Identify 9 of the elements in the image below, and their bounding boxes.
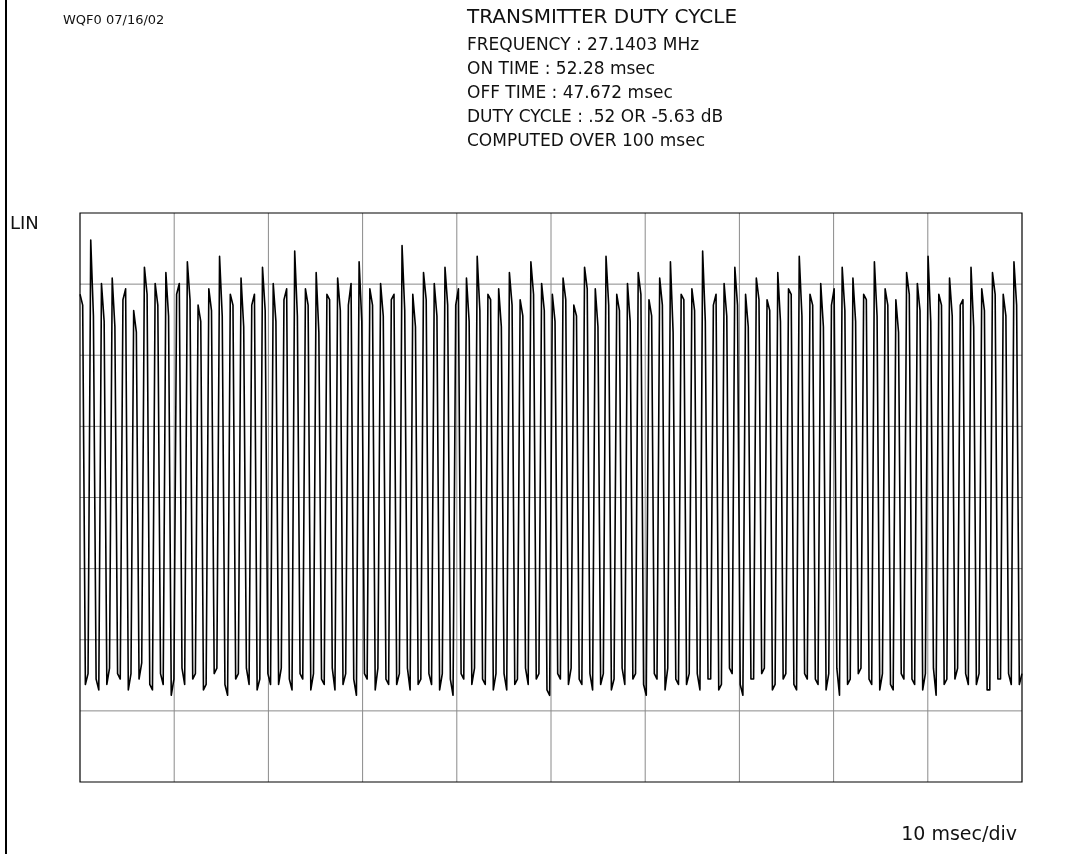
- text: COMPUTED OVER 100 msec: [467, 130, 705, 150]
- text: OFF TIME : 47.672 msec: [467, 82, 673, 102]
- text: DUTY CYCLE : .52 OR -5.63 dB: [467, 106, 724, 126]
- text: ON TIME : 52.28 msec: [467, 58, 656, 78]
- text: FREQUENCY : 27.1403 MHz: [467, 34, 700, 54]
- y-axis-title: LIN: [10, 212, 39, 233]
- text: WQF0 07/16/02: [63, 12, 165, 27]
- x-axis-title: 10 msec/div: [901, 822, 1017, 844]
- chart-title: TRANSMITTER DUTY CYCLE: [467, 4, 738, 28]
